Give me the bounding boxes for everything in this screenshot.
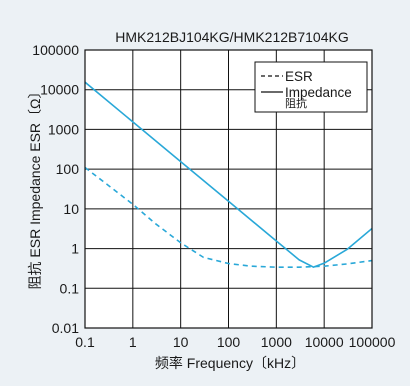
y-tick-label: 0.1 xyxy=(60,280,80,296)
y-tick-label: 100 xyxy=(56,161,80,177)
legend-label-impedance: Impedance xyxy=(285,85,352,100)
x-tick-label: 100 xyxy=(217,334,241,350)
x-axis-label: 频率 Frequency〔kHz〕 xyxy=(155,355,305,371)
y-tick-label: 1000 xyxy=(48,121,79,137)
legend-label-esr: ESR xyxy=(285,69,313,84)
legend-box xyxy=(254,61,368,113)
y-tick-label: 100000 xyxy=(32,42,79,58)
plot-frame xyxy=(84,49,373,329)
series-esr-line xyxy=(85,166,372,268)
x-tick-label: 10 xyxy=(173,334,189,350)
y-tick-label: 10000 xyxy=(40,82,79,98)
x-tick-label: 0.1 xyxy=(75,334,95,350)
series-impedance-line xyxy=(85,81,372,268)
legend-sub-label: 阻抗 xyxy=(285,96,307,110)
x-tick-label: 10000 xyxy=(305,334,344,350)
x-tick-label: 100000 xyxy=(349,334,396,350)
y-axis-label: 阻抗 ESR Impedance ESR〔Ω〕 xyxy=(27,85,43,290)
y-tick-label: 1 xyxy=(71,241,79,257)
chart-title: HMK212BJ104KG/HMK212B7104KG xyxy=(115,29,348,45)
x-tick-label: 1000 xyxy=(261,334,292,350)
y-tick-label: 0.01 xyxy=(52,320,79,336)
x-tick-label: 1 xyxy=(129,334,137,350)
y-tick-label: 10 xyxy=(63,201,79,217)
